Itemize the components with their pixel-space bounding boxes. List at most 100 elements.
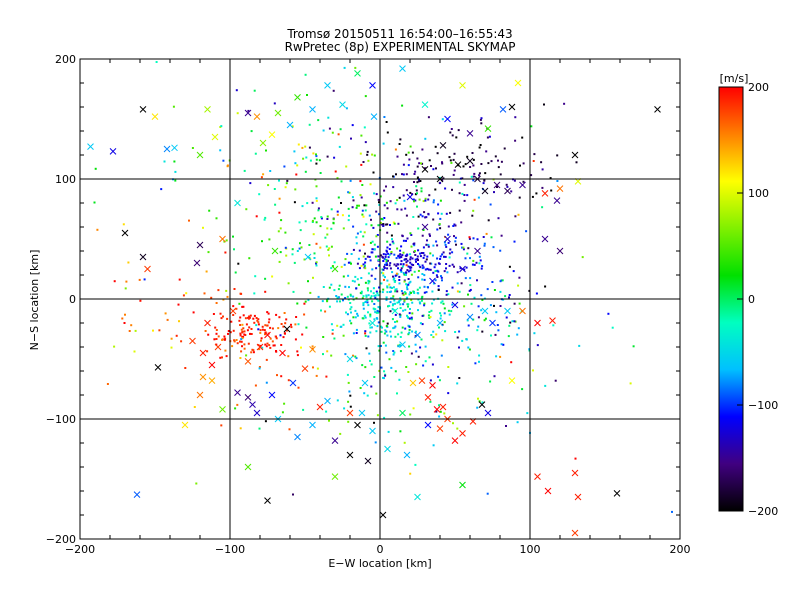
scatter-dot [249,314,252,317]
scatter-dot [441,161,443,164]
scatter-dot [236,112,239,115]
scatter-dot [378,286,381,289]
scatter-x-marker [208,361,216,369]
scatter-dot [532,369,534,372]
scatter-dot [385,201,388,204]
scatter-dot [356,314,359,317]
scatter-dot [457,129,460,132]
scatter-dot [518,302,521,305]
scatter-dot [363,314,366,317]
scatter-dot [424,197,427,200]
scatter-dot [350,253,353,255]
scatter-dot [315,199,318,202]
scatter-dot [219,312,222,315]
scatter-x-marker [253,113,261,120]
scatter-dot [346,252,349,255]
scatter-dot [239,324,242,326]
scatter-dot [379,325,382,328]
scatter-dot [443,255,445,258]
scatter-dot [331,329,334,331]
scatter-x-marker [268,391,276,399]
scatter-dot [264,343,267,346]
scatter-dot [401,292,404,295]
scatter-dot [335,295,338,297]
scatter-dot [363,231,366,234]
scatter-dot [421,323,424,326]
scatter-dot [417,269,420,272]
scatter-dot [384,344,387,347]
scatter-dot [405,271,407,274]
scatter-dot [483,179,486,182]
scatter-dot [393,277,396,280]
scatter-dot [425,216,428,219]
scatter-dot [487,162,490,165]
scatter-dot [374,296,377,299]
scatter-dot [355,357,358,360]
scatter-dot [241,337,244,340]
scatter-dot [349,294,352,297]
scatter-dot [394,202,397,205]
scatter-dot [265,381,268,384]
scatter-dot [397,345,400,348]
scatter-dot [410,234,413,236]
scatter-dot [447,225,450,228]
scatter-dot [328,127,331,130]
scatter-dot [375,235,378,238]
scatter-dot [261,325,264,328]
scatter-x-marker [481,307,489,315]
scatter-dot [417,249,420,252]
scatter-dot [473,198,476,201]
scatter-x-marker [139,106,147,113]
scatter-dot [400,290,403,292]
scatter-dot [399,336,402,338]
scatter-dot [426,239,428,242]
scatter-dot [468,348,471,351]
scatter-dot [366,287,369,290]
scatter-dot [382,224,385,227]
scatter-dot [319,225,322,228]
scatter-dot [466,155,469,158]
scatter-dot [210,296,213,299]
scatter-dot [248,326,251,329]
scatter-dot [421,148,424,151]
scatter-dot [480,163,483,165]
scatter-dot [413,270,416,273]
scatter-x-marker [286,121,294,129]
scatter-dot [369,315,372,318]
scatter-dot [258,193,261,196]
scatter-dot [326,233,329,236]
scatter-dot [292,290,295,293]
scatter-dot [372,307,375,310]
scatter-dot [325,375,328,378]
scatter-x-marker [121,229,129,237]
scatter-x-marker [541,190,549,197]
scatter-dot [377,345,380,348]
scatter-dot [410,318,413,321]
chart-subtitle: RwPretec (8p) EXPERIMENTAL SKYMAP [285,40,516,54]
scatter-dot [278,260,281,263]
scatter-dot [436,244,439,247]
scatter-dot [528,348,531,351]
scatter-dot [315,185,318,188]
scatter-dot [292,493,294,496]
scatter-dot [237,262,240,265]
scatter-dot [295,316,298,318]
scatter-dot [299,229,302,232]
scatter-dot [235,339,238,341]
scatter-dot [407,151,410,154]
scatter-dot [308,123,311,126]
scatter-dot [325,245,328,248]
scatter-dot [304,300,307,303]
scatter-dot [391,297,394,300]
scatter-dot [513,240,516,243]
scatter-dot [326,155,329,158]
scatter-dot [208,209,211,212]
scatter-dot [406,288,409,291]
scatter-dot [367,289,369,292]
scatter-dot [309,159,312,162]
scatter-dot [395,264,398,267]
scatter-dot [319,172,322,174]
scatter-x-marker [478,401,486,408]
scatter-dot [451,263,454,266]
scatter-dot [386,131,389,134]
